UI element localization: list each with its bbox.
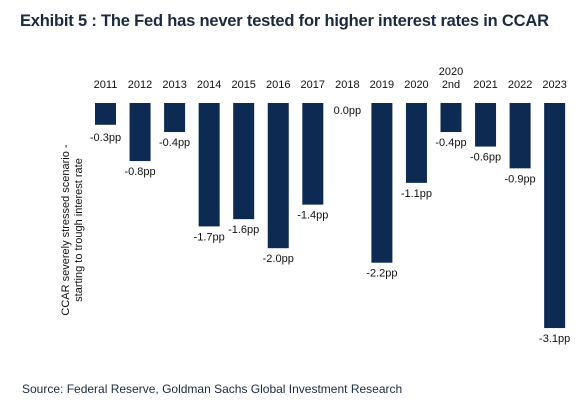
data-label: -2.0pp [263,253,294,265]
data-label: -1.1pp [401,188,432,200]
bar [440,103,462,133]
category-label: 2018 [335,79,359,91]
bar [371,103,393,263]
data-label: -0.8pp [124,166,155,178]
bar [475,103,497,147]
bar [95,103,116,125]
y-axis-label: CCAR severely stressed scenario -startin… [60,144,85,316]
data-label: -0.3pp [90,132,121,144]
category-label: 2015 [231,79,255,91]
data-label: -3.1pp [539,333,570,345]
bar [267,103,289,249]
category-label: 2019 [370,79,394,91]
bar [405,103,427,183]
bar [129,103,151,162]
data-label: -0.9pp [504,173,535,185]
category-label: 2012 [128,79,152,91]
data-label: -0.6pp [470,152,501,164]
bars [95,103,566,329]
data-label: -1.6pp [228,224,259,236]
data-label: -0.4pp [435,137,466,149]
category-label: 2022 [508,79,532,91]
bar [164,103,186,133]
data-labels: -0.3pp -0.8pp -0.4pp -1.7pp-1.6pp -2.0pp -1.4… [90,105,570,345]
category-label: 2011 [94,79,118,91]
y-axis-title: CCAR severely stressed scenario -startin… [60,144,85,316]
category-label: 2016 [266,79,290,91]
category-label: 2014 [197,79,221,91]
data-label: -1.7pp [194,231,225,243]
data-label: -0.4pp [159,137,190,149]
category-label: 2013 [162,79,186,91]
category-label: 2021 [473,79,497,91]
data-label: -2.2pp [366,268,397,280]
category-labels: 2011 2012 2013 2014 2015 2016 2017 2018 2019 2020… [94,66,567,91]
category-label: 2020 2nd [439,66,463,91]
source-note: Source: Federal Reserve, Goldman Sachs G… [22,382,403,396]
bar [544,103,566,329]
data-label: 0.0pp [334,105,362,117]
category-label: 2023 [542,79,566,91]
bar [302,103,324,205]
category-label: 2020 [404,79,428,91]
bar [198,103,220,227]
chart-title: Exhibit 5 : The Fed has never tested for… [20,12,549,30]
bar [233,103,255,220]
data-label: -1.4pp [297,210,328,222]
category-label: 2017 [301,79,325,91]
bar [509,103,531,169]
